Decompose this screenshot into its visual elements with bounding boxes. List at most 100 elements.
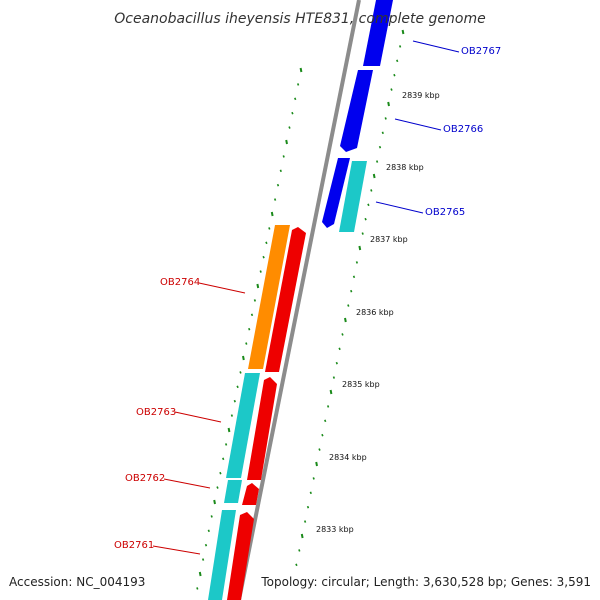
- outer-track-tick: [381, 131, 384, 135]
- inner-track-tick: [224, 443, 228, 446]
- inner-track-tick: [285, 139, 288, 145]
- inner-track-tick: [262, 255, 265, 259]
- outer-track-tick: [355, 261, 359, 264]
- kbp-label-2835: 2835 kbp: [342, 380, 380, 389]
- inner-track-tick: [239, 371, 242, 374]
- outer-track-tick: [329, 389, 333, 395]
- outer-track-tick: [370, 189, 373, 192]
- outer-track-tick: [367, 203, 370, 207]
- outer-track-tick: [378, 145, 382, 149]
- leader-ob2762: [163, 478, 211, 489]
- gene-label-ob2767[interactable]: OB2767: [461, 46, 501, 57]
- inner-track-tick: [219, 471, 222, 475]
- reverse-gene-labels: OB2764 OB2763 OB2762 OB2761: [114, 277, 246, 555]
- kbp-label-2836: 2836 kbp: [356, 308, 394, 317]
- forward-gene-labels: OB2767 OB2766 OB2765: [375, 40, 501, 218]
- outer-track-tick: [295, 563, 298, 567]
- outer-track-tick: [306, 505, 310, 509]
- gene-arrow-cyan-bottom[interactable]: [208, 510, 236, 600]
- outer-track-tick: [326, 405, 330, 408]
- outer-track-tick: [358, 245, 362, 251]
- outer-track-tick: [315, 461, 318, 467]
- inner-track-tick: [201, 558, 205, 561]
- gene-arrow-ob2764[interactable]: [265, 227, 306, 372]
- gene-arrow-ob2763[interactable]: [247, 377, 277, 480]
- kbp-label-2837: 2837 kbp: [370, 235, 408, 244]
- inner-track-tick: [248, 327, 251, 331]
- inner-track-tick: [213, 499, 216, 505]
- gene-arrow-ob2761[interactable]: [227, 512, 254, 600]
- inner-track-tick: [282, 155, 285, 158]
- inner-track-tick: [279, 169, 282, 173]
- kbp-label-2838: 2838 kbp: [386, 163, 424, 172]
- leader-ob2761: [152, 545, 201, 555]
- gene-arrow-ob2767[interactable]: [363, 0, 393, 66]
- inner-track-tick: [265, 241, 268, 245]
- outer-track-tick: [401, 29, 405, 35]
- outer-track-tick: [398, 45, 402, 48]
- gene-arrow-ob2762[interactable]: [242, 483, 259, 505]
- inner-track-tick: [204, 543, 208, 547]
- outer-track-tick: [344, 317, 347, 323]
- outer-track-tick: [347, 304, 350, 307]
- inner-track-tick: [256, 283, 260, 289]
- outer-track-tick: [361, 232, 364, 235]
- gene-label-ob2766[interactable]: OB2766: [443, 124, 483, 135]
- outer-track-tick: [298, 549, 301, 552]
- outer-track-tick: [350, 289, 353, 293]
- inner-track-tick: [207, 529, 210, 533]
- outer-track-tick: [338, 347, 341, 351]
- outer-track-tick: [318, 448, 321, 451]
- outer-track-tick: [387, 101, 390, 107]
- leader-ob2765: [375, 201, 424, 214]
- inner-track-tick: [276, 183, 280, 187]
- gene-label-ob2765[interactable]: OB2765: [425, 207, 465, 218]
- inner-track-tick: [291, 111, 294, 115]
- inner-track-tick: [230, 414, 234, 417]
- inner-track-tick: [296, 83, 300, 86]
- inner-track-tick: [196, 587, 199, 590]
- gene-label-ob2763[interactable]: OB2763: [136, 407, 176, 418]
- leader-ob2767: [412, 40, 460, 53]
- inner-track-tick: [233, 399, 236, 403]
- outer-track-tick: [384, 117, 387, 120]
- gene-label-ob2764[interactable]: OB2764: [160, 277, 200, 288]
- gene-label-ob2762[interactable]: OB2762: [125, 473, 165, 484]
- inner-track-tick: [198, 571, 202, 577]
- outer-track-tick: [352, 275, 356, 279]
- map-title: Oceanobacillus iheyensis HTE831, complet…: [114, 11, 485, 27]
- inner-track-tick: [222, 457, 225, 461]
- genome-backbone: [237, 0, 361, 600]
- inner-track-tick: [268, 227, 271, 230]
- gene-arrow-orange[interactable]: [248, 225, 290, 369]
- inner-track-tick: [250, 313, 254, 317]
- inner-track-tick: [270, 211, 274, 217]
- gene-label-ob2761[interactable]: OB2761: [114, 540, 154, 551]
- inner-track-tick: [253, 299, 257, 302]
- inner-track-tick: [299, 67, 303, 73]
- gene-arrow-cyan-small[interactable]: [224, 480, 242, 503]
- leader-ob2763: [174, 411, 222, 423]
- inner-track-tick: [236, 385, 239, 389]
- outer-track-tick: [396, 59, 399, 63]
- outer-track-tick: [300, 533, 304, 539]
- genome-summary-label: Topology: circular; Length: 3,630,528 bp…: [260, 575, 591, 589]
- inner-track-tick: [216, 486, 219, 489]
- outer-track-tick: [372, 173, 376, 179]
- inner-track-tick: [294, 97, 297, 101]
- leader-ob2764: [198, 282, 246, 294]
- inner-track-tick: [288, 126, 291, 129]
- gene-arrow-ob2765[interactable]: [322, 158, 350, 228]
- outer-track-tick: [341, 333, 344, 336]
- outer-track-tick: [309, 491, 312, 495]
- inner-track-tick: [210, 515, 213, 518]
- forward-gene-features: [322, 0, 393, 232]
- inner-track-tick: [259, 270, 262, 273]
- gene-arrow-cyan-top[interactable]: [339, 161, 367, 232]
- outer-track-tick: [393, 73, 396, 77]
- gene-arrow-cyan-mid[interactable]: [226, 373, 260, 478]
- gene-arrow-ob2766[interactable]: [340, 70, 373, 152]
- accession-label: Accession: NC_004193: [9, 575, 145, 589]
- inner-track-tick: [227, 427, 231, 433]
